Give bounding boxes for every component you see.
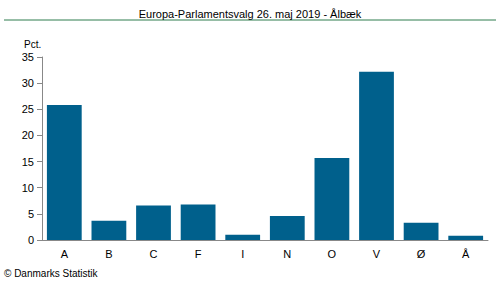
svg-text:Å: Å <box>462 248 470 260</box>
svg-text:Ø: Ø <box>417 248 426 260</box>
svg-text:10: 10 <box>22 182 34 194</box>
svg-text:A: A <box>61 248 69 260</box>
svg-text:C: C <box>150 248 158 260</box>
svg-text:25: 25 <box>22 103 34 115</box>
svg-text:B: B <box>105 248 112 260</box>
svg-text:20: 20 <box>22 129 34 141</box>
svg-text:O: O <box>328 248 337 260</box>
svg-text:I: I <box>241 248 244 260</box>
svg-text:0: 0 <box>28 234 34 246</box>
svg-text:30: 30 <box>22 77 34 89</box>
svg-text:35: 35 <box>22 51 34 63</box>
svg-text:15: 15 <box>22 156 34 168</box>
svg-text:V: V <box>373 248 381 260</box>
svg-text:Pct.: Pct. <box>24 39 41 50</box>
svg-text:N: N <box>283 248 291 260</box>
svg-text:© Danmarks Statistik: © Danmarks Statistik <box>4 268 99 279</box>
svg-text:Europa-Parlamentsvalg 26. maj: Europa-Parlamentsvalg 26. maj 2019 - Ålb… <box>139 8 362 20</box>
svg-text:F: F <box>195 248 202 260</box>
svg-text:5: 5 <box>28 208 34 220</box>
